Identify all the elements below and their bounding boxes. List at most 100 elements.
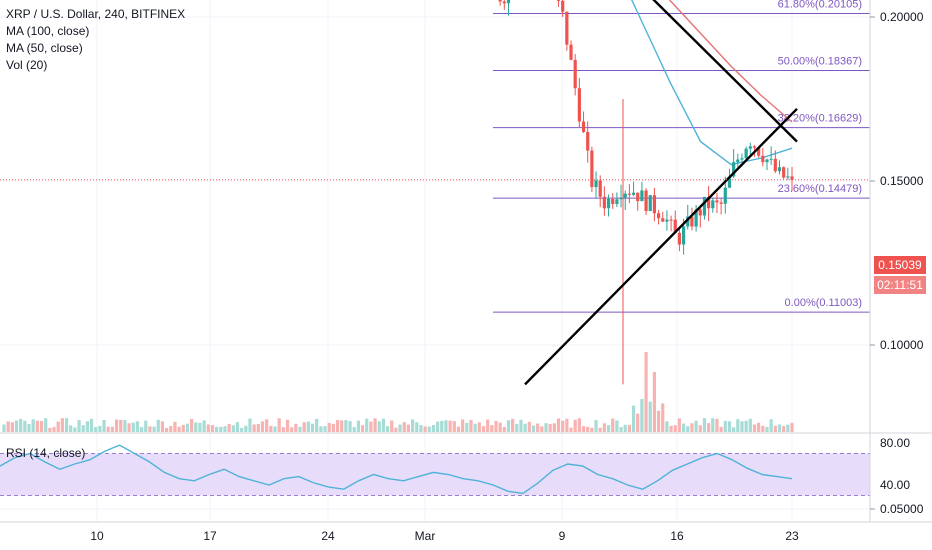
volume-bar <box>606 425 611 432</box>
volume-bar <box>6 421 10 432</box>
candle-body <box>565 11 569 45</box>
volume-bar <box>302 422 306 432</box>
volume-bar <box>769 419 773 432</box>
volume-bar <box>31 419 35 432</box>
volume-bar <box>210 425 215 432</box>
volume-bar <box>644 352 648 432</box>
volume-bar <box>335 419 340 432</box>
volume-bar <box>723 420 727 432</box>
volume-bar <box>119 419 123 432</box>
volume-bar <box>481 426 486 432</box>
volume-bar <box>106 426 110 432</box>
volume-bar <box>114 419 119 432</box>
volume-bar <box>790 422 794 432</box>
volume-bar <box>548 423 552 432</box>
time-tick-label: 16 <box>670 529 684 543</box>
volume-bar <box>415 422 419 432</box>
volume-bar <box>260 421 265 432</box>
volume-bar <box>631 405 636 432</box>
volume-bar <box>590 427 594 432</box>
candle-body <box>736 159 740 163</box>
volume-bar <box>356 420 360 432</box>
symbol-title: XRP / U.S. Dollar, 240, BITFINEX <box>6 7 186 21</box>
volume-bar <box>727 421 732 432</box>
candle-body <box>690 216 694 227</box>
volume-bar <box>294 423 298 432</box>
volume-bar <box>160 421 165 432</box>
current-price-tag: 0.15039 <box>874 256 926 274</box>
rsi-tick-label: 40.00 <box>880 478 910 492</box>
volume-bar <box>298 426 302 432</box>
volume-bar <box>611 418 615 432</box>
volume-bar <box>494 420 498 432</box>
volume-bar <box>310 423 315 432</box>
rsi-panel <box>0 432 932 496</box>
volume-bar <box>39 420 44 432</box>
fib-level-label: 23.60%(0.14479) <box>778 183 862 195</box>
candle-body <box>723 187 727 204</box>
candle-body <box>556 0 561 1</box>
candle-body <box>656 213 661 219</box>
volume-bar <box>48 427 52 432</box>
volume-bar <box>540 426 544 432</box>
volume-bar <box>360 425 365 432</box>
candle-body <box>615 199 619 205</box>
volume-bar <box>385 426 390 432</box>
grid <box>0 0 870 522</box>
volume-bar <box>127 423 131 432</box>
volume-bar <box>694 420 698 432</box>
upper-trendline <box>652 0 798 143</box>
volume-bar <box>652 372 657 432</box>
volume-bar <box>290 427 294 432</box>
volume-bar <box>227 424 231 432</box>
volume-bar <box>665 421 669 432</box>
volume-bar <box>152 426 156 432</box>
candle-body <box>673 219 677 233</box>
volume-bar <box>235 422 240 432</box>
volume-bar <box>502 427 506 432</box>
volume-bar <box>569 427 573 432</box>
volume-bar <box>219 426 223 432</box>
rsi-band <box>0 453 870 496</box>
volume-bar <box>269 425 273 432</box>
price-tick-label: 0.05000 <box>880 502 924 516</box>
volume-bar <box>506 420 511 432</box>
candle-body <box>594 180 598 188</box>
candle-body <box>777 167 782 172</box>
time-tick-label: 10 <box>90 529 104 543</box>
volume-bar <box>327 422 331 432</box>
volume-bar <box>640 398 644 432</box>
volume-bar <box>456 426 461 432</box>
volume-bar <box>440 420 444 432</box>
volume-bar <box>44 418 48 432</box>
volume-bar <box>10 422 14 432</box>
volume-bar <box>381 418 386 432</box>
candle-body <box>748 146 752 149</box>
candle-body <box>498 0 502 2</box>
candle-body <box>698 209 702 216</box>
volume-bar <box>98 425 102 432</box>
volume-bar <box>581 426 586 432</box>
volume-bar <box>169 425 173 432</box>
volume-bar <box>177 426 181 432</box>
candle-body <box>677 232 682 245</box>
volume-bar <box>690 423 694 432</box>
ma100-legend: MA (100, close) <box>6 24 90 38</box>
volume-bar <box>515 423 519 432</box>
price-tick-label: 0.10000 <box>880 338 924 352</box>
volume-bar <box>498 422 502 432</box>
candle-body <box>740 158 744 160</box>
volume-bar <box>681 423 686 432</box>
volume-bar <box>2 424 6 432</box>
rsi-legend: RSI (14, close) <box>6 446 86 460</box>
fib-level-label: 0.00%(0.11003) <box>785 297 862 309</box>
volume-bar <box>123 419 127 432</box>
volume-bar <box>486 419 490 432</box>
candle-body <box>765 159 769 163</box>
volume-bar <box>185 423 190 432</box>
candle-body <box>773 158 777 172</box>
volume-bar <box>19 418 23 432</box>
volume-bar <box>465 422 469 432</box>
fib-level-label: 38.20%(0.16629) <box>778 113 862 125</box>
